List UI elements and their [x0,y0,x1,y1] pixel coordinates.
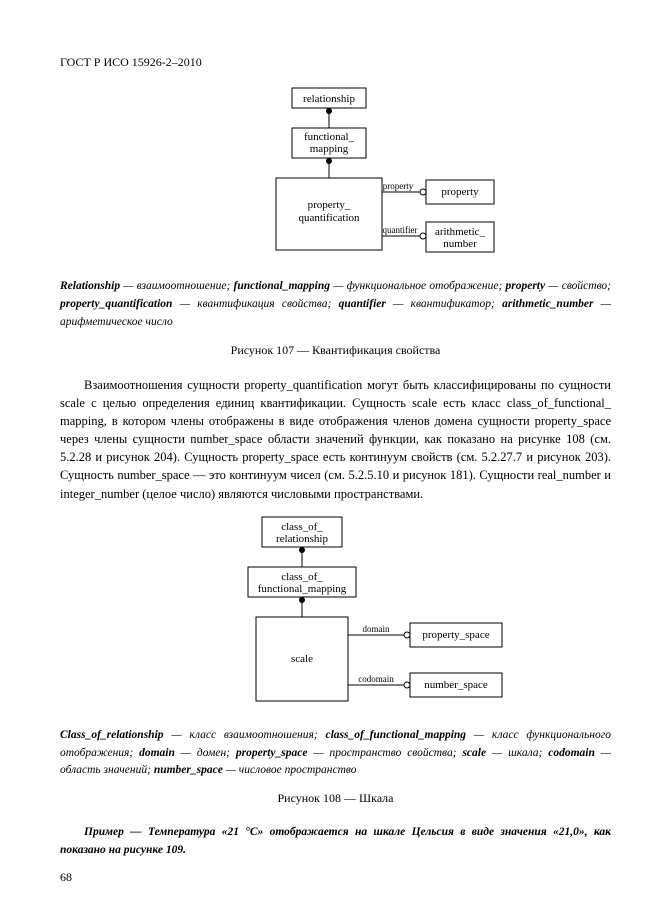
figure-107-diagram: relationship functional_ mapping propert… [60,88,611,268]
svg-text:mapping: mapping [309,143,348,155]
svg-text:codomain: codomain [358,674,394,684]
diagram-108-svg: class_of_ relationship class_of_ functio… [156,517,516,717]
svg-text:class_of_: class_of_ [281,521,323,533]
svg-text:property_: property_ [307,199,350,211]
body-paragraph: Взаимоотношения сущности property_quanti… [60,376,611,503]
svg-text:arithmetic_: arithmetic_ [434,226,485,238]
svg-text:relationship: relationship [276,533,328,545]
figure-108-diagram: class_of_ relationship class_of_ functio… [60,517,611,717]
svg-text:number_space: number_space [424,679,488,691]
svg-text:quantification: quantification [298,212,360,224]
figure-108-legend: Class_of_relationship — класс взаимоотно… [60,727,611,780]
svg-text:quantifier: quantifier [382,225,417,235]
svg-text:relationship: relationship [303,93,355,105]
diagram-107-svg: relationship functional_ mapping propert… [176,88,496,268]
svg-text:class_of_: class_of_ [281,571,323,583]
svg-text:number: number [443,238,477,250]
doc-header: ГОСТ Р ИСО 15926-2–2010 [60,54,611,70]
figure-107-legend: Relationship — взаимоотношение; function… [60,278,611,331]
svg-text:domain: domain [362,624,389,634]
svg-text:functional_: functional_ [303,131,354,143]
page: ГОСТ Р ИСО 15926-2–2010 relationship fun… [0,0,661,913]
svg-text:property: property [441,186,479,198]
svg-text:property: property [382,181,413,191]
example-paragraph: Пример — Температура «21 °С» отображаетс… [60,824,611,860]
page-number: 68 [60,869,72,885]
svg-text:property_space: property_space [422,629,489,641]
svg-text:functional_mapping: functional_mapping [257,583,346,595]
svg-text:scale: scale [291,653,313,665]
figure-108-caption: Рисунок 108 — Шкала [60,790,611,806]
figure-107-caption: Рисунок 107 — Квантификация свойства [60,342,611,358]
